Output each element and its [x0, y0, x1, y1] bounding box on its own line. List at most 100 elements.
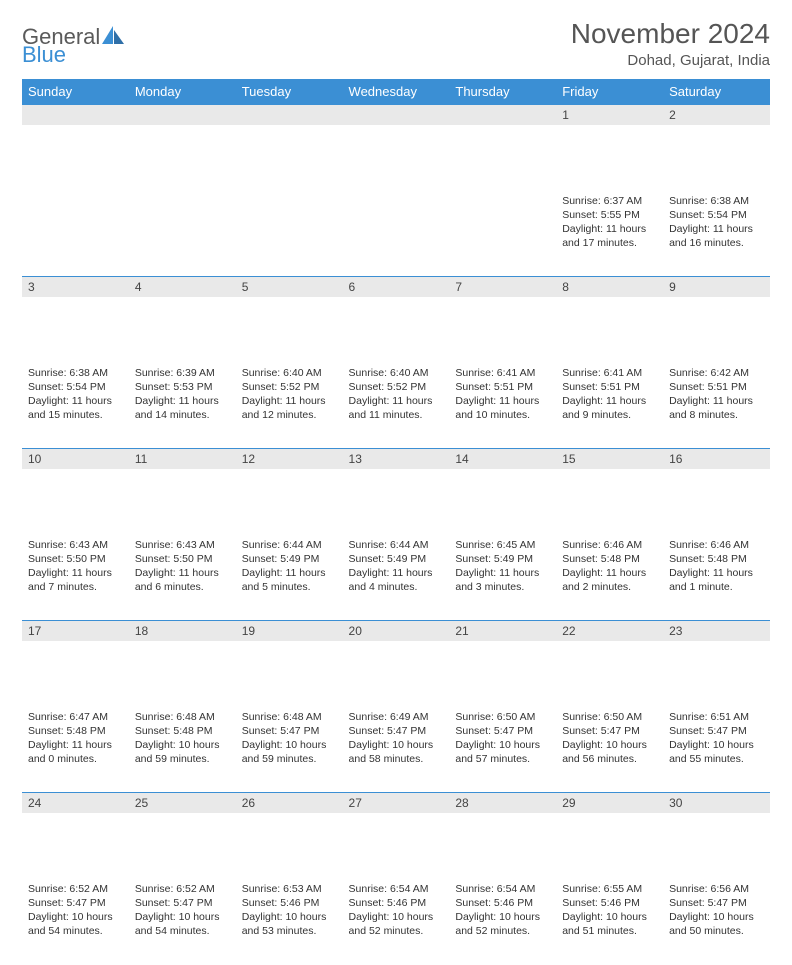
sunrise-text: Sunrise: 6:47 AM: [28, 710, 123, 724]
daylight-text: Daylight: 10 hours and 58 minutes.: [349, 738, 444, 766]
daylight-text: Daylight: 10 hours and 50 minutes.: [669, 910, 764, 938]
daylight-text: Daylight: 11 hours and 3 minutes.: [455, 566, 550, 594]
day-number-cell: [22, 105, 129, 191]
sunset-text: Sunset: 5:48 PM: [135, 724, 230, 738]
day-cell: Sunrise: 6:54 AMSunset: 5:46 PMDaylight:…: [449, 879, 556, 965]
day-number: 17: [22, 621, 129, 641]
day-number-cell: 17: [22, 621, 129, 707]
day-content: Sunrise: 6:55 AMSunset: 5:46 PMDaylight:…: [556, 879, 663, 945]
day-cell: Sunrise: 6:46 AMSunset: 5:48 PMDaylight:…: [556, 535, 663, 621]
weekday-header: Sunday: [22, 79, 129, 105]
day-number-cell: 14: [449, 449, 556, 535]
day-content-row: Sunrise: 6:47 AMSunset: 5:48 PMDaylight:…: [22, 707, 770, 793]
sunset-text: Sunset: 5:50 PM: [28, 552, 123, 566]
daylight-text: Daylight: 10 hours and 59 minutes.: [135, 738, 230, 766]
daylight-text: Daylight: 10 hours and 54 minutes.: [135, 910, 230, 938]
day-number: 26: [236, 793, 343, 813]
sunset-text: Sunset: 5:48 PM: [28, 724, 123, 738]
day-number-cell: [236, 105, 343, 191]
daylight-text: Daylight: 11 hours and 8 minutes.: [669, 394, 764, 422]
day-content: Sunrise: 6:48 AMSunset: 5:48 PMDaylight:…: [129, 707, 236, 773]
day-number-cell: 13: [343, 449, 450, 535]
sunset-text: Sunset: 5:55 PM: [562, 208, 657, 222]
daylight-text: Daylight: 10 hours and 57 minutes.: [455, 738, 550, 766]
day-cell: Sunrise: 6:39 AMSunset: 5:53 PMDaylight:…: [129, 363, 236, 449]
sunset-text: Sunset: 5:53 PM: [135, 380, 230, 394]
sunrise-text: Sunrise: 6:50 AM: [562, 710, 657, 724]
day-number: 13: [343, 449, 450, 469]
sunset-text: Sunset: 5:52 PM: [242, 380, 337, 394]
day-number-cell: 30: [663, 793, 770, 879]
daylight-text: Daylight: 11 hours and 0 minutes.: [28, 738, 123, 766]
day-number: 4: [129, 277, 236, 297]
day-cell: Sunrise: 6:50 AMSunset: 5:47 PMDaylight:…: [449, 707, 556, 793]
day-content: Sunrise: 6:45 AMSunset: 5:49 PMDaylight:…: [449, 535, 556, 601]
sunrise-text: Sunrise: 6:52 AM: [135, 882, 230, 896]
daylight-text: Daylight: 11 hours and 2 minutes.: [562, 566, 657, 594]
day-number-cell: 26: [236, 793, 343, 879]
weekday-header: Monday: [129, 79, 236, 105]
day-content: Sunrise: 6:46 AMSunset: 5:48 PMDaylight:…: [556, 535, 663, 601]
month-title: November 2024: [571, 18, 770, 50]
day-number-cell: 16: [663, 449, 770, 535]
daylight-text: Daylight: 11 hours and 7 minutes.: [28, 566, 123, 594]
day-cell: Sunrise: 6:53 AMSunset: 5:46 PMDaylight:…: [236, 879, 343, 965]
weekday-header: Friday: [556, 79, 663, 105]
daylight-text: Daylight: 11 hours and 4 minutes.: [349, 566, 444, 594]
day-number: 25: [129, 793, 236, 813]
day-cell: [343, 191, 450, 277]
daylight-text: Daylight: 11 hours and 16 minutes.: [669, 222, 764, 250]
day-number-cell: 27: [343, 793, 450, 879]
day-number: 3: [22, 277, 129, 297]
sunrise-text: Sunrise: 6:43 AM: [28, 538, 123, 552]
day-number: [129, 105, 236, 125]
daylight-text: Daylight: 10 hours and 56 minutes.: [562, 738, 657, 766]
day-content: Sunrise: 6:42 AMSunset: 5:51 PMDaylight:…: [663, 363, 770, 429]
day-number: 10: [22, 449, 129, 469]
sunset-text: Sunset: 5:46 PM: [455, 896, 550, 910]
day-cell: Sunrise: 6:43 AMSunset: 5:50 PMDaylight:…: [129, 535, 236, 621]
day-content: Sunrise: 6:50 AMSunset: 5:47 PMDaylight:…: [449, 707, 556, 773]
day-number: 23: [663, 621, 770, 641]
sunset-text: Sunset: 5:49 PM: [242, 552, 337, 566]
day-cell: Sunrise: 6:46 AMSunset: 5:48 PMDaylight:…: [663, 535, 770, 621]
day-cell: Sunrise: 6:48 AMSunset: 5:47 PMDaylight:…: [236, 707, 343, 793]
day-cell: Sunrise: 6:52 AMSunset: 5:47 PMDaylight:…: [129, 879, 236, 965]
sunset-text: Sunset: 5:52 PM: [349, 380, 444, 394]
daynum-row: 17181920212223: [22, 621, 770, 707]
day-number-cell: [343, 105, 450, 191]
sunrise-text: Sunrise: 6:44 AM: [349, 538, 444, 552]
day-number: 19: [236, 621, 343, 641]
sunrise-text: Sunrise: 6:46 AM: [562, 538, 657, 552]
day-content: [449, 191, 556, 200]
day-cell: Sunrise: 6:56 AMSunset: 5:47 PMDaylight:…: [663, 879, 770, 965]
day-cell: Sunrise: 6:40 AMSunset: 5:52 PMDaylight:…: [236, 363, 343, 449]
sunrise-text: Sunrise: 6:53 AM: [242, 882, 337, 896]
day-content-row: Sunrise: 6:52 AMSunset: 5:47 PMDaylight:…: [22, 879, 770, 965]
sunset-text: Sunset: 5:47 PM: [242, 724, 337, 738]
daylight-text: Daylight: 10 hours and 59 minutes.: [242, 738, 337, 766]
day-content: Sunrise: 6:41 AMSunset: 5:51 PMDaylight:…: [449, 363, 556, 429]
daylight-text: Daylight: 11 hours and 17 minutes.: [562, 222, 657, 250]
day-cell: Sunrise: 6:44 AMSunset: 5:49 PMDaylight:…: [343, 535, 450, 621]
page-header: General November 2024 Dohad, Gujarat, In…: [22, 18, 770, 69]
daylight-text: Daylight: 11 hours and 6 minutes.: [135, 566, 230, 594]
day-cell: Sunrise: 6:54 AMSunset: 5:46 PMDaylight:…: [343, 879, 450, 965]
weekday-header: Thursday: [449, 79, 556, 105]
day-number-cell: 23: [663, 621, 770, 707]
weekday-header-row: SundayMondayTuesdayWednesdayThursdayFrid…: [22, 79, 770, 105]
sunrise-text: Sunrise: 6:52 AM: [28, 882, 123, 896]
day-content: Sunrise: 6:38 AMSunset: 5:54 PMDaylight:…: [663, 191, 770, 257]
day-number: 2: [663, 105, 770, 125]
sunrise-text: Sunrise: 6:51 AM: [669, 710, 764, 724]
day-cell: Sunrise: 6:41 AMSunset: 5:51 PMDaylight:…: [449, 363, 556, 449]
day-content: Sunrise: 6:39 AMSunset: 5:53 PMDaylight:…: [129, 363, 236, 429]
day-number-cell: 1: [556, 105, 663, 191]
day-number: [449, 105, 556, 125]
day-number: 14: [449, 449, 556, 469]
daynum-row: 24252627282930: [22, 793, 770, 879]
daynum-row: 12: [22, 105, 770, 191]
day-content: Sunrise: 6:40 AMSunset: 5:52 PMDaylight:…: [343, 363, 450, 429]
day-number: [343, 105, 450, 125]
day-number-cell: 18: [129, 621, 236, 707]
